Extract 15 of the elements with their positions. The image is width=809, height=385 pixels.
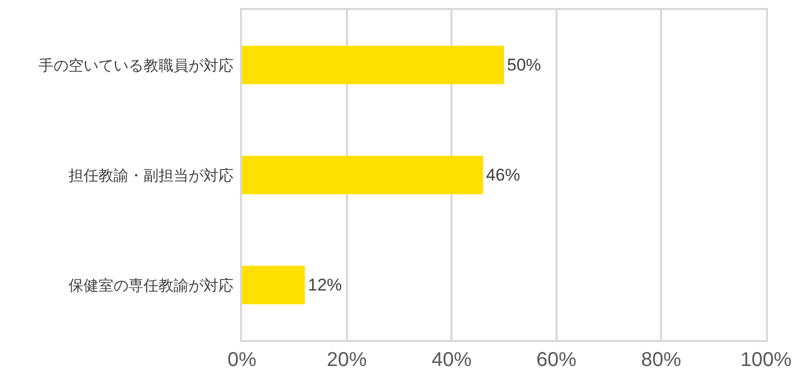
y-tick-label: 保健室の専任教諭が対応 — [68, 276, 234, 294]
bar — [242, 156, 484, 194]
x-tick-label: 40% — [432, 348, 472, 371]
x-tick-label: 60% — [536, 348, 577, 371]
data-label: 46% — [486, 166, 520, 184]
data-label: 50% — [507, 56, 542, 74]
bar — [242, 266, 305, 304]
y-tick-label: 手の空いている教職員が対応 — [38, 56, 234, 74]
x-tick-label: 80% — [641, 348, 682, 371]
y-tick-label: 担任教諭・副担当が対応 — [68, 166, 234, 184]
x-tick-label: 0% — [228, 348, 257, 371]
x-tick-label: 100% — [740, 348, 792, 371]
data-label: 12% — [308, 276, 342, 294]
bar — [242, 46, 504, 84]
x-tick-label: 20% — [326, 348, 368, 371]
